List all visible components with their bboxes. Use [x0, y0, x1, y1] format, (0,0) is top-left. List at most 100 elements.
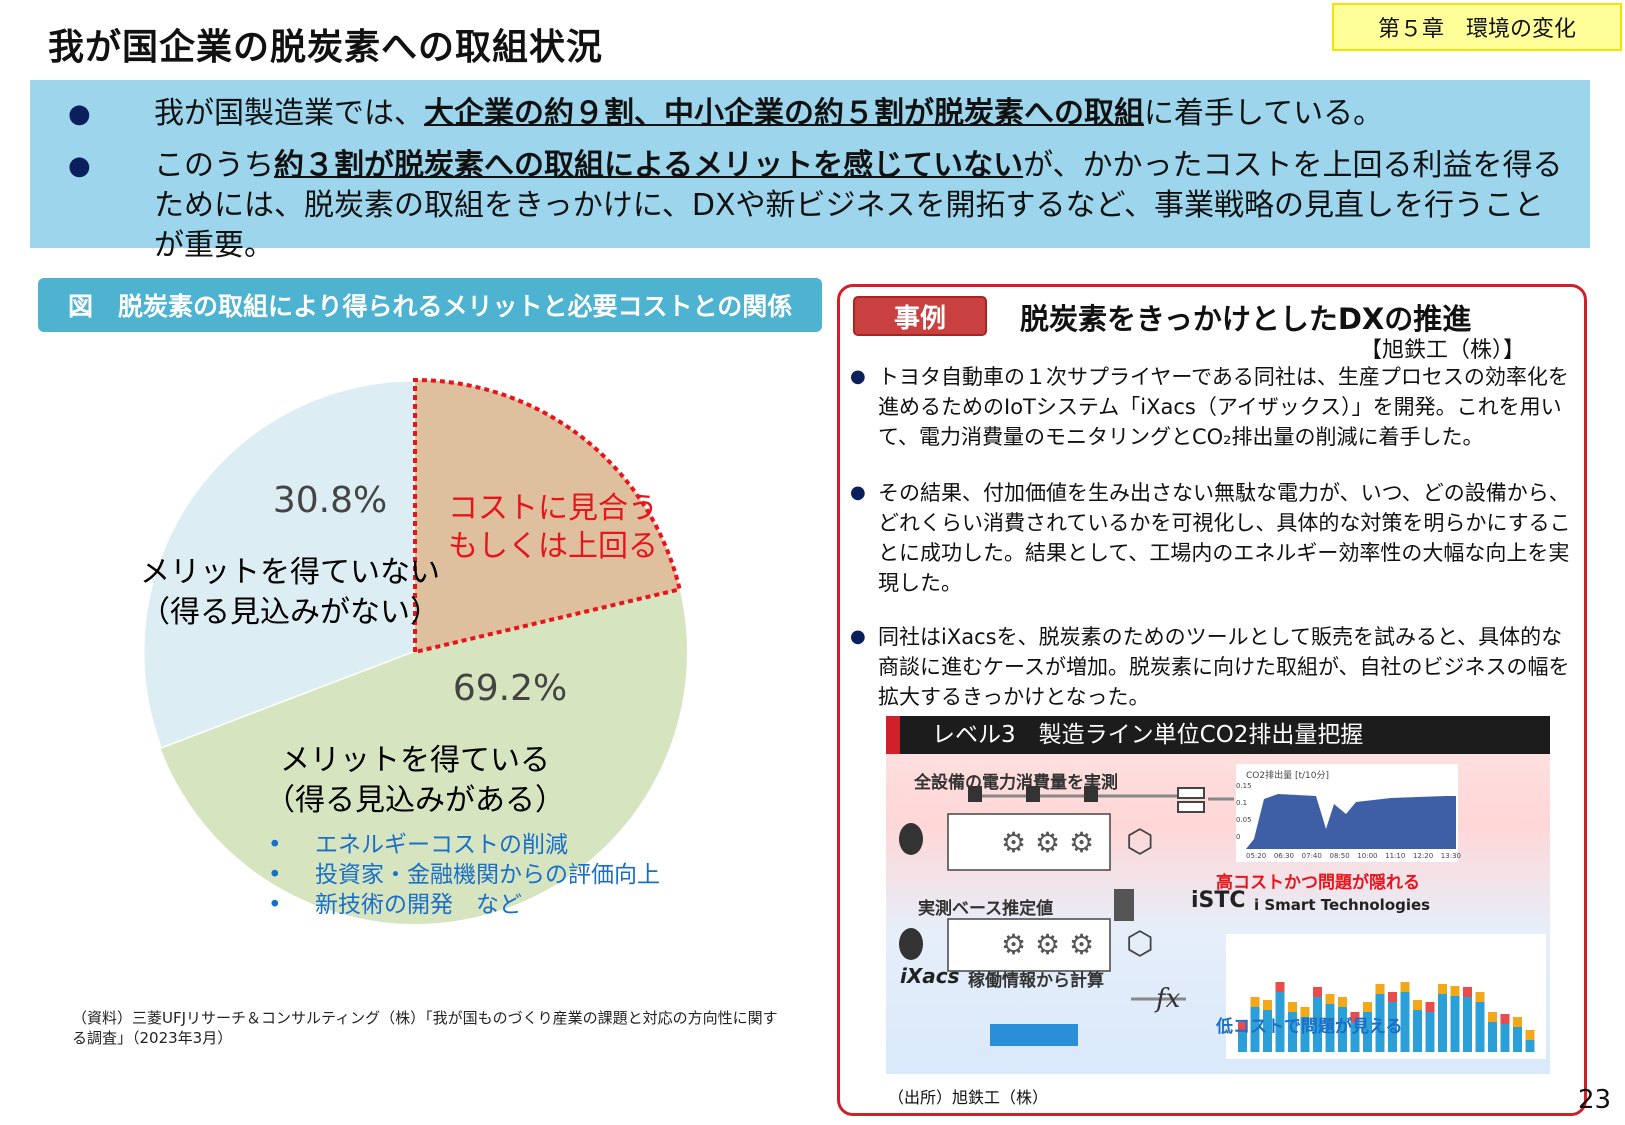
power-bar [1425, 1002, 1435, 1012]
power-bar [1300, 1017, 1310, 1052]
istc-logo: iSTC [1191, 888, 1246, 913]
power-bar [1263, 1000, 1272, 1010]
co2-area [1246, 794, 1456, 849]
power-bar [1313, 987, 1322, 997]
power-bar [1238, 1032, 1247, 1052]
case-title: 脱炭素をきっかけとしたDXの推進 [1020, 302, 1472, 336]
svg-text:⚙ ⚙ ⚙: ⚙ ⚙ ⚙ [1001, 826, 1094, 859]
power-bar [1275, 992, 1285, 1052]
power-bar [1325, 994, 1335, 1004]
power-bar [1400, 982, 1410, 992]
emphasis: 約３割が脱炭素への取組によるメリットを感じていない [274, 148, 1024, 183]
power-bar [1300, 1007, 1310, 1017]
merit-example: 新技術の開発 など [315, 892, 522, 918]
page-number: 23 [1578, 1085, 1612, 1115]
power-bar [1250, 997, 1260, 1007]
power-bars [1238, 982, 1535, 1052]
case-tag: 事例 [853, 296, 987, 336]
eggplant-icon [899, 928, 923, 960]
power-bar [1525, 1040, 1535, 1052]
x-tick: 05:20 [1246, 852, 1267, 860]
power-bar [1263, 1010, 1272, 1052]
power-bar [1413, 1010, 1422, 1052]
production-line-1: ⚙ ⚙ ⚙ ⬡ [899, 786, 1234, 871]
co2-y-ticks: 0.15 0.1 0.05 0 [1236, 778, 1252, 846]
text: このうち [154, 148, 274, 183]
co2-x-ticks: 05:20 06:30 07:40 08:50 10:00 11:10 12:20 13:30 [1246, 852, 1461, 860]
power-bar [1475, 992, 1485, 1002]
power-bar [1238, 1022, 1247, 1032]
power-bar [1513, 1017, 1522, 1027]
text: が、かかったコストを上回る利益を得るためには、脱炭素の取組をきっかけに、DXや新… [154, 148, 1563, 263]
case-credit: （出所）旭鉄工（株） [888, 1088, 1049, 1107]
bullet-icon: ● [850, 482, 866, 503]
eggplant-icon [899, 823, 923, 855]
x-tick: 08:50 [1329, 852, 1350, 860]
text: その結果、付加価値を生み出さない無駄な電力が、いつ、どの設備から、どれくらい消費… [878, 481, 1571, 595]
pie-chart: 30.8% メリットを得ていない （得る見込みがない） 69.2% メリットを得… [140, 377, 688, 925]
x-tick: 10:00 [1357, 852, 1378, 860]
y-tick: 0.15 [1236, 782, 1252, 790]
power-bar [1388, 1002, 1397, 1052]
power-bar [1350, 1012, 1360, 1022]
power-bar [1313, 997, 1322, 1052]
production-line-2: ⚙ ⚙ ⚙ ⬡ [899, 889, 1186, 1046]
high-cost-label: 高コストかつ問題が隠れる [1216, 873, 1420, 893]
example-bullet-icon: • [268, 862, 282, 888]
istc-name: i Smart Technologies [1254, 896, 1431, 914]
x-tick: 13:30 [1440, 852, 1461, 860]
example-bullet-icon: • [268, 892, 282, 918]
bullet-icon: ● [68, 151, 91, 181]
power-bar [1288, 1002, 1297, 1012]
text: トヨタ自動車の１次サプライヤーである同社は、生産プロセスの効率化を進めるためのI… [878, 365, 1569, 449]
power-bar [1413, 1000, 1422, 1010]
figure-source: （資料）三菱UFJリサーチ＆コンサルティング（株）「我が国ものづくり産業の課題と… [72, 1009, 778, 1047]
pie-label-merit-value: 69.2% [453, 668, 567, 709]
power-bar [1488, 1022, 1497, 1052]
example-bullet-icon: • [268, 832, 282, 858]
power-bar [1488, 1012, 1497, 1022]
pie-label-merit: メリットを得ている [280, 743, 550, 778]
power-bar [1438, 984, 1447, 994]
power-bar [1375, 984, 1385, 994]
power-bar [1500, 1014, 1510, 1024]
pie-subslice-cost-covered [413, 377, 683, 655]
x-tick: 12:20 [1412, 852, 1434, 860]
pie-label-no-merit-value: 30.8% [273, 480, 387, 521]
power-bar [1288, 1012, 1297, 1052]
bullet-icon: ● [850, 366, 866, 387]
x-tick: 06:30 [1273, 852, 1295, 860]
merit-example: エネルギーコストの削減 [315, 832, 568, 858]
row1-label: 全設備の電力消費量を実測 [914, 773, 1118, 793]
x-tick: 11:10 [1385, 852, 1406, 860]
pie-label-merit-2: （得る見込みがある） [265, 783, 565, 818]
power-bar [1275, 982, 1285, 992]
text: に着手している。 [1144, 96, 1384, 131]
y-tick: 0 [1236, 833, 1241, 841]
power-bar [1388, 992, 1397, 1002]
co2-chart-title: CO2排出量 [t/10分] [1246, 771, 1329, 781]
low-cost-label: 低コストで問題が見える [1216, 1017, 1403, 1037]
page-title: 我が国企業の脱炭素への取組状況 [48, 27, 604, 68]
pie-slice-no-merit [141, 378, 417, 751]
power-bar [1438, 994, 1447, 1052]
power-bar [1475, 1002, 1485, 1052]
row2-label: 実測ベース推定値 [918, 899, 1054, 919]
x-tick: 07:40 [1301, 852, 1322, 860]
power-bar [1463, 987, 1472, 997]
box-icon: ⬡ [1126, 924, 1154, 962]
pie-label-subslice-2: もしくは上回る [448, 529, 658, 564]
power-bar [1525, 1030, 1535, 1040]
power-bar [1463, 997, 1472, 1052]
ixacs-diagram: レベル3 製造ライン単位CO2排出量把握 全設備の電力消費量を実測 実測ベース推… [886, 716, 1550, 1074]
power-bar [1450, 996, 1460, 1052]
diagram-graphics: ⚙ ⚙ ⚙ ⬡ ⚙ ⚙ ⚙ ⬡ [899, 764, 1546, 1059]
pie-label-no-merit: メリットを得ていない [140, 555, 440, 590]
text: 我が国製造業では、 [154, 96, 424, 131]
pie-label-no-merit-2: （得る見込みがない） [140, 595, 440, 630]
power-bar [1363, 1002, 1372, 1012]
power-bar [1375, 994, 1385, 1052]
case-study-box [837, 284, 1587, 1116]
power-bar [1338, 1007, 1347, 1052]
bullet-icon: ● [68, 99, 91, 129]
